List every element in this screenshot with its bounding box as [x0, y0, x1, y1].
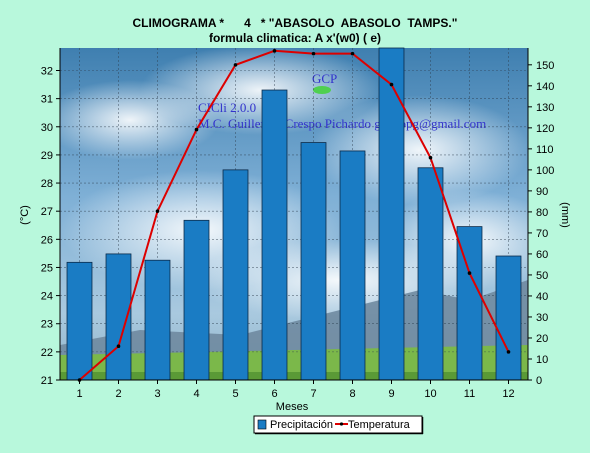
temperature-point [116, 344, 121, 349]
y-left-tick-label: 21 [41, 375, 53, 387]
axes: 2122232425262728293031320102030405060708… [41, 48, 554, 400]
y-right-tick-label: 10 [536, 354, 548, 366]
x-tick-label: 3 [154, 388, 160, 400]
temperature-point [272, 49, 277, 53]
y-left-tick-label: 22 [41, 347, 53, 359]
precipitation-bar [378, 47, 405, 381]
temperature-point [467, 271, 472, 275]
x-tick-label: 4 [193, 388, 199, 400]
y-right-tick-label: 120 [536, 123, 554, 135]
y-left-tick-label: 31 [41, 94, 53, 106]
precipitation-bar [495, 255, 522, 381]
x-tick-label: 1 [76, 388, 82, 400]
x-tick-label: 2 [115, 388, 121, 400]
temperature-point [428, 155, 433, 160]
y-axis-right-label: (mm) [559, 202, 571, 228]
legend: Precipitación Temperatura [253, 415, 424, 435]
x-tick-label: 6 [271, 388, 277, 400]
y-right-tick-label: 60 [536, 249, 548, 261]
y-right-tick-label: 130 [536, 102, 554, 114]
x-tick-label: 9 [388, 388, 394, 400]
legend-precip-label: Precipitación [270, 419, 333, 431]
y-left-tick-label: 25 [41, 262, 53, 274]
y-right-tick-label: 90 [536, 186, 548, 198]
legend-precip-swatch [257, 419, 267, 430]
x-tick-label: 5 [232, 388, 238, 400]
y-right-tick-label: 110 [536, 144, 554, 156]
y-left-tick-label: 24 [41, 291, 53, 303]
x-axis-label: Meses [276, 401, 309, 413]
y-right-tick-label: 50 [536, 270, 548, 282]
temperature-point [155, 209, 160, 213]
legend-temp-label: Temperatura [348, 419, 411, 431]
y-left-tick-label: 29 [41, 150, 53, 162]
y-right-tick-label: 0 [536, 375, 542, 387]
y-right-tick-label: 20 [536, 333, 548, 345]
y-left-tick-label: 23 [41, 319, 53, 331]
y-right-tick-label: 80 [536, 207, 548, 219]
temperature-point [389, 82, 394, 87]
precipitation-bar [66, 261, 93, 381]
y-right-tick-label: 40 [536, 291, 548, 303]
precipitation-bar [261, 89, 288, 381]
y-axis-left-label: (°C) [19, 205, 31, 225]
y-right-tick-label: 70 [536, 228, 548, 240]
x-tick-label: 12 [502, 388, 514, 400]
precipitation-bar [456, 226, 483, 381]
y-left-tick-label: 32 [41, 66, 53, 78]
temperature-polyline [78, 49, 510, 381]
temperature-point [311, 51, 316, 56]
chart-subtitle: formula climatica: A x'(w0) ( e) [208, 31, 381, 45]
chart-title: CLIMOGRAMA * 4 * "ABASOLO ABASOLO TAMPS.… [132, 16, 458, 30]
temperature-point [350, 51, 355, 56]
y-right-tick-label: 150 [536, 60, 554, 72]
x-tick-label: 11 [464, 388, 475, 400]
precipitation-bar [183, 219, 210, 381]
y-right-tick-label: 30 [536, 312, 548, 324]
temperature-line [77, 49, 511, 382]
y-left-tick-label: 30 [41, 122, 53, 134]
y-left-tick-label: 28 [41, 178, 53, 190]
precipitation-bar [417, 167, 444, 381]
precipitation-bar [222, 169, 249, 381]
temperature-point [194, 127, 199, 132]
x-tick-label: 8 [349, 388, 355, 400]
x-tick-label: 10 [424, 388, 436, 400]
precipitation-bar [144, 259, 171, 381]
y-left-tick-label: 26 [41, 234, 53, 246]
temperature-point [506, 350, 511, 354]
temperature-point [233, 63, 238, 67]
precipitation-bar [339, 150, 366, 381]
y-right-tick-label: 140 [536, 81, 554, 93]
precipitation-bars [66, 47, 522, 381]
y-right-tick-label: 100 [536, 165, 554, 177]
precipitation-bar [300, 142, 327, 381]
x-tick-label: 7 [310, 388, 316, 400]
watermark-line2: M.C. Guillermo Crespo Pichardo gcpoopg@g… [198, 116, 486, 131]
y-left-tick-label: 27 [41, 206, 53, 218]
watermark-logo: GCP [312, 71, 337, 86]
